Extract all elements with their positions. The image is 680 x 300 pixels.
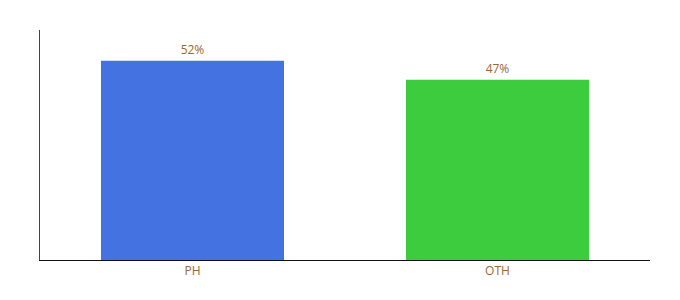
svg-text:PH: PH xyxy=(184,262,200,279)
svg-text:47%: 47% xyxy=(486,60,510,77)
svg-text:52%: 52% xyxy=(181,41,205,58)
svg-text:OTH: OTH xyxy=(485,262,510,279)
